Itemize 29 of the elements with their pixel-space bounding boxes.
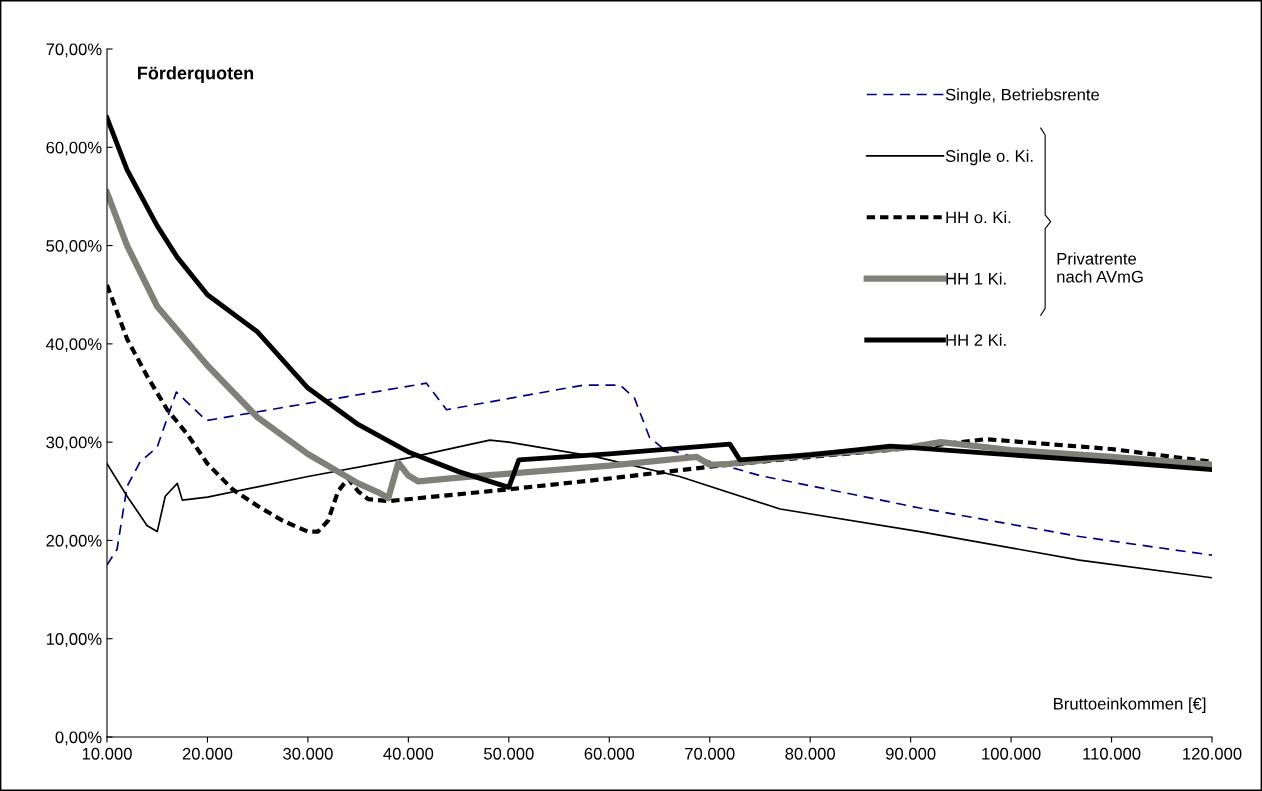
text: Förderquoten <box>138 66 254 84</box>
legend-label: HH 2 Ki. <box>946 333 1006 346</box>
x-tick-label: 40.000 <box>383 747 434 760</box>
y-tick-label: 30,00% <box>46 436 102 451</box>
x-tick-label: 30.000 <box>283 747 333 760</box>
x-tick-label: 80.000 <box>785 747 836 760</box>
y-tick-label: 70,00% <box>46 43 102 58</box>
legend-label: HH 1 Ki. <box>946 272 1006 285</box>
x-tick-label: 10.000 <box>82 747 132 760</box>
x-tick-label: 90.000 <box>885 747 936 760</box>
x-tick-label: 50.000 <box>484 747 534 760</box>
y-tick-label: 10,00% <box>46 633 102 647</box>
legend-label: HH o. Ki. <box>946 211 1011 224</box>
y-tick-label: 20,00% <box>46 534 102 549</box>
x-axis-title: Bruttoeinkommen [€] <box>1054 697 1206 713</box>
legend-label: Single o. Ki. <box>945 149 1033 166</box>
legend-label: Single, Betriebsrente <box>945 88 1100 104</box>
y-tick-label: 0,00% <box>55 731 102 746</box>
x-tick-label: 120.000 <box>1183 747 1242 760</box>
x-tick-label: 20.000 <box>182 747 233 760</box>
x-tick-label: 60.000 <box>584 747 635 760</box>
y-tick-label: 50,00% <box>46 239 102 254</box>
line-series <box>107 382 1212 566</box>
x-tick-label: 100.000 <box>982 747 1041 760</box>
x-tick-label: 110.000 <box>1083 747 1141 760</box>
annotation: Privatrente nach AVmG <box>1057 252 1143 283</box>
y-tick-label: 40,00% <box>46 338 102 353</box>
x-tick-label: 70.000 <box>685 747 735 760</box>
y-tick-label: 60,00% <box>46 141 102 156</box>
